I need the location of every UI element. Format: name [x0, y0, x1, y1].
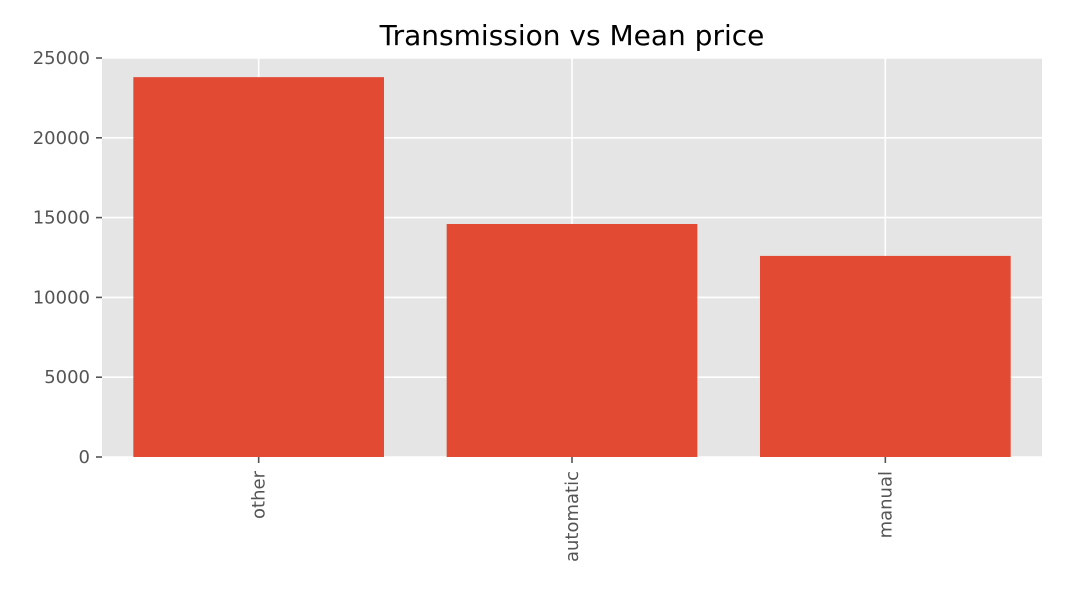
y-tick-label: 20000 [33, 128, 90, 149]
bar-automatic [446, 223, 698, 457]
x-tick-label: manual [875, 471, 896, 538]
x-tick-label: other [249, 470, 270, 519]
y-tick-label: 25000 [33, 48, 90, 69]
axis-ticks: 0 5000 10000 15000 20000 25000 other automatic m… [33, 48, 897, 562]
y-tick-label: 0 [79, 447, 90, 468]
y-tick-label: 15000 [33, 208, 90, 229]
x-tick-label: automatic [562, 471, 583, 562]
bars [133, 77, 1011, 457]
y-tick-label: 10000 [33, 287, 90, 308]
bar-other [133, 77, 384, 457]
bar-manual [760, 255, 1011, 457]
chart-title: Transmission vs Mean price [379, 19, 765, 52]
y-tick-label: 5000 [44, 367, 90, 388]
